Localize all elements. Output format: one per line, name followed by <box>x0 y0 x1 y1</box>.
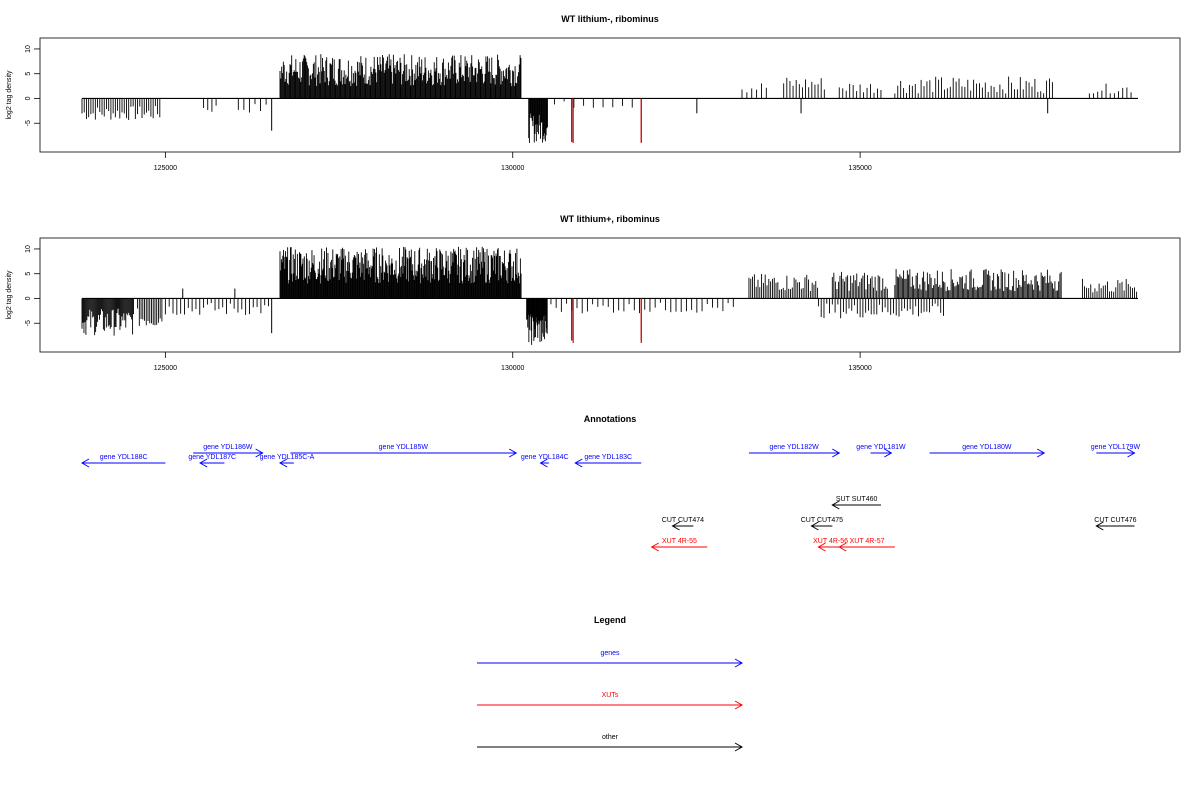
signal-bars <box>81 246 1138 345</box>
panel-title: WT lithium+, ribominus <box>560 214 660 224</box>
x-tick-label: 130000 <box>501 165 524 172</box>
annotation-label: gene YDL186W <box>203 444 253 451</box>
annotation-arrow <box>278 458 294 468</box>
annotation-label: gene YDL185C-A <box>260 454 315 461</box>
x-tick-label: 130000 <box>501 365 524 372</box>
annotation-arrow <box>290 448 518 458</box>
annotation-arrow <box>870 448 893 458</box>
annotation-label: CUT CUT475 <box>801 517 843 524</box>
y-tick-label: 5 <box>25 72 32 76</box>
axes: 10 5 0 -5 125000 130000 135000 <box>25 245 872 372</box>
annotation-label: gene YDL187C <box>188 454 236 461</box>
y-tick-label: 10 <box>25 45 32 53</box>
annotation-arrow <box>650 542 708 552</box>
y-tick-label: -5 <box>25 120 32 126</box>
annotation-arrow <box>193 448 264 458</box>
annotation-arrow <box>539 458 549 468</box>
annotation-label: XUT 4R-56 <box>813 538 848 545</box>
annotation-label: gene YDL179W <box>1091 444 1141 451</box>
y-tick-label: 0 <box>25 296 32 300</box>
x-tick-label: 125000 <box>154 165 177 172</box>
legend-arrow <box>477 658 744 668</box>
y-tick-label: 5 <box>25 272 32 276</box>
track-panel-lithium-plus: WT lithium+, ribominus log2 tag density … <box>6 214 1181 372</box>
x-tick-label: 125000 <box>154 365 177 372</box>
annotation-label: gene YDL184C <box>521 454 569 461</box>
annotation-label: XUT 4R-57 <box>850 538 885 545</box>
plot-frame <box>39 37 1181 153</box>
annotation-arrow <box>574 458 642 468</box>
annotation-label: XUT 4R-55 <box>662 538 697 545</box>
legend-label: genes <box>600 650 620 657</box>
x-tick-label: 135000 <box>848 365 871 372</box>
annotation-label: CUT CUT476 <box>1094 517 1136 524</box>
legend-label: XUTs <box>602 692 619 699</box>
annotation-label: gene YDL188C <box>100 454 148 461</box>
panel-title: WT lithium-, ribominus <box>561 14 659 24</box>
annotation-label: gene YDL183C <box>584 454 632 461</box>
y-tick-label: 10 <box>25 245 32 253</box>
track-panel-lithium-minus: WT lithium-, ribominus log2 tag density … <box>6 14 1181 172</box>
y-axis-label: log2 tag density <box>6 70 13 120</box>
annotation-label: gene YDL182W <box>769 444 819 451</box>
legend-label: other <box>602 734 619 741</box>
annotation-label: CUT CUT474 <box>662 517 704 524</box>
y-tick-label: 0 <box>25 96 32 100</box>
y-axis-label: log2 tag density <box>6 270 13 320</box>
legend-arrow <box>477 700 744 710</box>
signal-bars <box>81 54 1138 144</box>
legend: Legend genes XUTs other <box>477 615 744 752</box>
annotations-title: Annotations <box>584 414 637 424</box>
legend-items: genes XUTs other <box>477 650 744 752</box>
annotation-label: gene YDL181W <box>856 444 906 451</box>
plot-frame <box>39 237 1181 353</box>
annotation-label: gene YDL185W <box>379 444 429 451</box>
x-tick-label: 135000 <box>848 165 871 172</box>
annotation-items: gene YDL188C gene YDL186W gene YDL187C gene… <box>80 444 1141 552</box>
annotation-arrow <box>831 500 881 510</box>
annotation-arrow <box>929 448 1046 458</box>
legend-title: Legend <box>594 615 626 625</box>
annotation-arrow <box>838 542 895 552</box>
annotation-arrow <box>748 448 841 458</box>
annotation-arrow <box>671 521 694 531</box>
annotation-arrow <box>80 458 166 468</box>
legend-arrow <box>477 742 744 752</box>
annotation-arrow <box>1095 521 1135 531</box>
annotation-arrow <box>810 521 833 531</box>
y-tick-label: -5 <box>25 320 32 326</box>
annotation-arrow <box>199 458 225 468</box>
annotation-label: gene YDL180W <box>962 444 1012 451</box>
annotation-label: SUT SUT460 <box>836 496 878 503</box>
annotation-arrow <box>1096 448 1136 458</box>
axes: 10 5 0 -5 125000 130000 135000 <box>25 45 872 172</box>
